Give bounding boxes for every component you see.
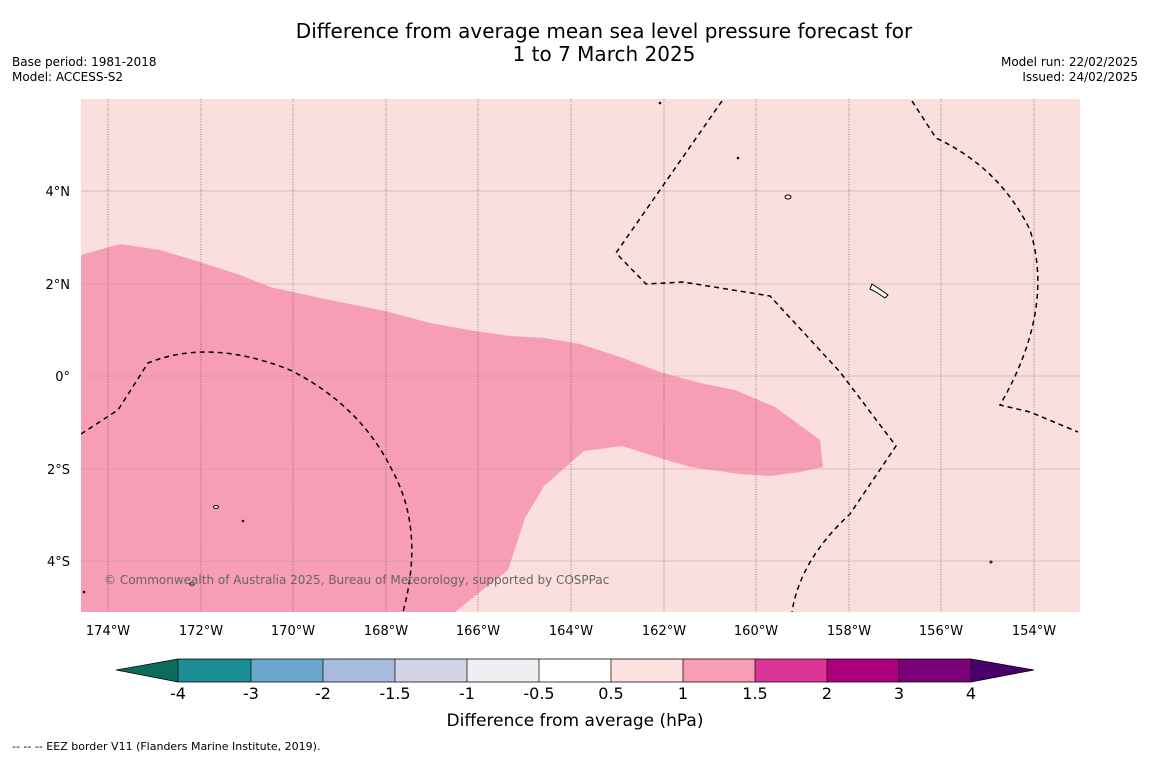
- lon-tick-label: 166°W: [456, 624, 500, 639]
- colorbar-min-extend: [116, 659, 178, 682]
- model-run: Model run: 22/02/2025: [1000, 55, 1138, 69]
- chart-title-line1: Difference from average mean sea level p…: [295, 19, 913, 43]
- colorbar-max-extend: [971, 659, 1034, 682]
- colorbar-bin: [251, 659, 323, 682]
- lon-tick-label: 160°W: [734, 624, 778, 639]
- colorbar-tick-label: 4: [966, 684, 976, 703]
- lat-tick-label: 0°: [55, 370, 70, 385]
- latitude-tick-labels: 4°N 2°N 0° 2°S 4°S: [46, 185, 71, 570]
- latitude-lines: [81, 190, 1080, 562]
- colorbar-bin: [539, 659, 611, 682]
- lon-tick-label: 162°W: [642, 624, 686, 639]
- chart-title-line2: 1 to 7 March 2025: [512, 42, 696, 66]
- colorbar-bin: [178, 659, 251, 682]
- colorbar-bin: [467, 659, 539, 682]
- colorbar-tick-label: 1.5: [742, 684, 767, 703]
- lon-tick-label: 164°W: [549, 624, 593, 639]
- lon-tick-label: 156°W: [919, 624, 963, 639]
- islands: [82, 101, 993, 594]
- anomaly-region-1-to-1.5: [81, 244, 823, 612]
- island: [989, 560, 993, 564]
- lat-tick-label: 2°S: [47, 463, 70, 478]
- model-name: Model: ACCESS-S2: [12, 70, 124, 84]
- island: [784, 194, 792, 200]
- longitude-tick-labels: 174°W 172°W 170°W 168°W 166°W 164°W 162°…: [86, 624, 1056, 639]
- colorbar-bin: [827, 659, 899, 682]
- eez-borders: [81, 100, 1079, 612]
- colorbar-bin: [683, 659, 755, 682]
- island: [658, 101, 662, 105]
- lon-tick-label: 154°W: [1012, 624, 1056, 639]
- eez-border-east: [911, 100, 1079, 433]
- colorbar-label: Difference from average (hPa): [447, 711, 704, 731]
- colorbar-bin: [899, 659, 971, 682]
- island: [82, 590, 86, 594]
- lon-tick-label: 172°W: [179, 624, 223, 639]
- colorbar-bin: [755, 659, 827, 682]
- colorbar-tick-label: -0.5: [523, 684, 554, 703]
- colorbar-tick-label: 3: [894, 684, 904, 703]
- colorbar-tick-label: 0.5: [598, 684, 623, 703]
- island: [736, 156, 740, 160]
- island: [869, 283, 889, 299]
- meta-left: Base period: 1981-2018 Model: ACCESS-S2: [12, 55, 157, 85]
- lon-tick-label: 174°W: [86, 624, 130, 639]
- island: [189, 582, 195, 586]
- map-panel: © Commonwealth of Australia 2025, Bureau…: [81, 99, 1080, 612]
- colorbar-tick-label: -1: [459, 684, 475, 703]
- lat-tick-label: 4°S: [47, 555, 70, 570]
- colorbar-bin: [323, 659, 395, 682]
- lon-tick-label: 168°W: [364, 624, 408, 639]
- colorbar-tick-label: -1.5: [379, 684, 410, 703]
- base-period: Base period: 1981-2018: [12, 55, 157, 69]
- copyright-credit: © Commonwealth of Australia 2025, Bureau…: [104, 573, 609, 587]
- island: [241, 519, 245, 523]
- lon-tick-label: 158°W: [827, 624, 871, 639]
- lon-tick-label: 170°W: [271, 624, 315, 639]
- colorbar-tick-label: -3: [243, 684, 259, 703]
- colorbar-tick-label: -4: [170, 684, 186, 703]
- lat-tick-label: 2°N: [46, 278, 71, 293]
- footnote-eez-legend: -- -- -- EEZ border V11 (Flanders Marine…: [12, 740, 321, 753]
- colorbar-tick-label: 2: [822, 684, 832, 703]
- island: [213, 505, 219, 509]
- colorbar-tick-label: 1: [678, 684, 688, 703]
- colorbar: -4 -3 -2 -1.5 -1 -0.5 0.5 1 1.5 2 3 4 Di…: [115, 658, 1035, 731]
- colorbar-tick-label: -2: [315, 684, 331, 703]
- colorbar-bin: [395, 659, 467, 682]
- lat-tick-label: 4°N: [46, 185, 71, 200]
- colorbar-bin: [611, 659, 683, 682]
- issued-date: Issued: 24/02/2025: [1022, 70, 1138, 84]
- eez-border-west: [81, 351, 413, 612]
- meta-right: Model run: 22/02/2025 Issued: 24/02/2025: [1001, 55, 1138, 85]
